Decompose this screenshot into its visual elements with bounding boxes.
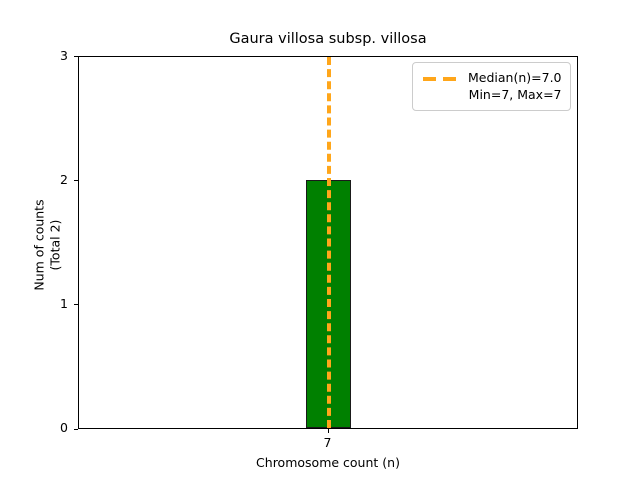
median-line (326, 57, 331, 428)
legend-dashed-line-icon (421, 70, 459, 86)
y-tick-label-2: 2 (60, 171, 68, 187)
x-tick-mark-0 (327, 429, 329, 433)
chart-title: Gaura villosa subsp. villosa (229, 31, 427, 47)
y-tick-label-3: 3 (60, 47, 68, 63)
y-axis-label: Num of counts (Total 2) (31, 199, 63, 291)
chart-legend: Median(n)=7.0 Min=7, Max=7 (412, 62, 571, 111)
x-axis-label: Chromosome count (n) (256, 455, 400, 470)
plot-area (78, 56, 578, 429)
y-axis-label-wrapper: Num of counts (Total 2) (31, 59, 65, 432)
x-tick-label-0: 7 (323, 435, 332, 450)
legend-line-1: Median(n)=7.0 (468, 70, 562, 85)
y-tick-mark-1 (74, 304, 78, 306)
y-tick-label-1: 1 (60, 296, 68, 311)
legend-label: Median(n)=7.0 Min=7, Max=7 (468, 69, 562, 103)
y-tick-mark-3 (74, 56, 78, 57)
legend-line-2: Min=7, Max=7 (468, 87, 562, 102)
y-tick-mark-2 (74, 180, 78, 181)
y-tick-label-0: 0 (60, 420, 68, 435)
y-tick-mark-0 (74, 428, 78, 430)
